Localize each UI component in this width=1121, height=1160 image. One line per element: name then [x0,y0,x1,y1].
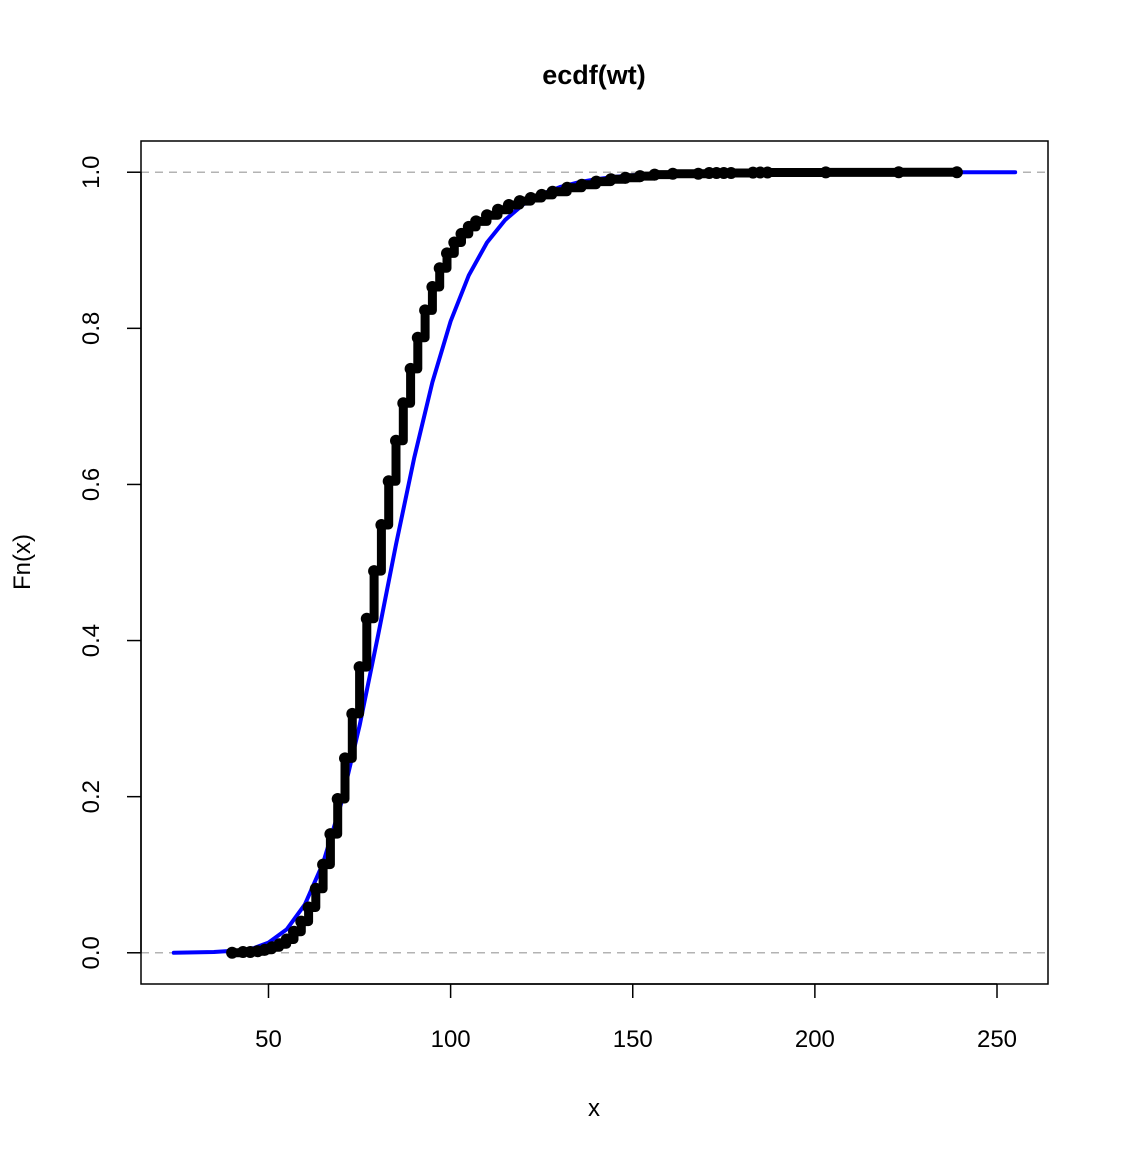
ecdf-point [448,236,461,249]
ecdf-point [950,166,963,179]
plot-frame [140,140,1049,985]
ecdf-point [470,215,483,228]
ecdf-point [561,181,574,194]
ecdf-point [302,901,315,914]
ecdf-point [634,170,646,183]
ecdf-point [309,882,322,895]
ecdf-point [280,933,293,946]
ecdf-point [382,475,395,488]
chart-title: ecdf(wt) [542,60,646,90]
y-tick-label: 0.4 [78,624,105,657]
fitted-cdf-curve [171,170,1018,955]
x-tick-label: 50 [255,1026,282,1053]
ecdf-point [575,178,588,191]
ecdf-point [339,752,351,765]
ecdf-point [390,434,402,447]
ecdf-points-layer [226,166,963,959]
ecdf-point [226,946,239,959]
ecdf-point [819,166,832,179]
ecdf-point [353,661,366,674]
ecdf-point [502,199,515,211]
ecdf-point [546,185,559,198]
ecdf-point [346,707,359,720]
y-tick-label: 1.0 [78,156,105,189]
x-tick-label: 100 [431,1026,471,1053]
ecdf-point [492,203,504,216]
ecdf-point [761,166,774,179]
ecdf-point [433,262,446,275]
ecdf-point [725,167,738,179]
ecdf-point [288,925,300,938]
ecdf-point [619,171,632,184]
y-tick-label: 0.0 [78,936,105,969]
ecdf-step-line [227,167,962,958]
ecdf-point [524,192,537,204]
ecdf-point [481,209,493,222]
x-tick-label: 250 [977,1026,1017,1053]
ecdf-point [317,858,330,871]
ecdf-point [411,331,424,344]
x-axis: 50 100 150 200 250 [255,983,1017,1053]
ecdf-point [375,519,388,531]
ecdf-point [404,362,417,375]
x-tick-label: 200 [795,1026,835,1053]
y-axis-label: Fn(x) [9,534,36,590]
fitted-curve-layer [171,170,1018,955]
y-tick-label: 0.8 [78,312,105,345]
ecdf-point [692,167,705,180]
ecdf-point [590,175,603,188]
ecdf-point [892,166,905,179]
ecdf-point [419,304,432,317]
reference-lines [141,171,1048,954]
ecdf-point [604,173,617,186]
ecdf-point [513,195,526,208]
ecdf-point [295,915,308,928]
ecdf-point [397,397,410,410]
ecdf-point [360,612,373,625]
ecdf-point [666,167,679,180]
ecdf-point [648,168,661,181]
y-tick-label: 0.6 [78,468,105,501]
y-axis: 0.0 0.2 0.4 0.6 0.8 1.0 [78,156,142,969]
ecdf-point [368,565,381,578]
x-tick-label: 150 [613,1026,653,1053]
ecdf-point [331,793,344,805]
x-axis-label: x [588,1095,600,1122]
y-tick-label: 0.2 [78,780,105,813]
ecdf-point [426,281,439,293]
ecdf-point [441,247,453,260]
ecdf-point [324,828,337,841]
ecdf-point [535,188,548,201]
